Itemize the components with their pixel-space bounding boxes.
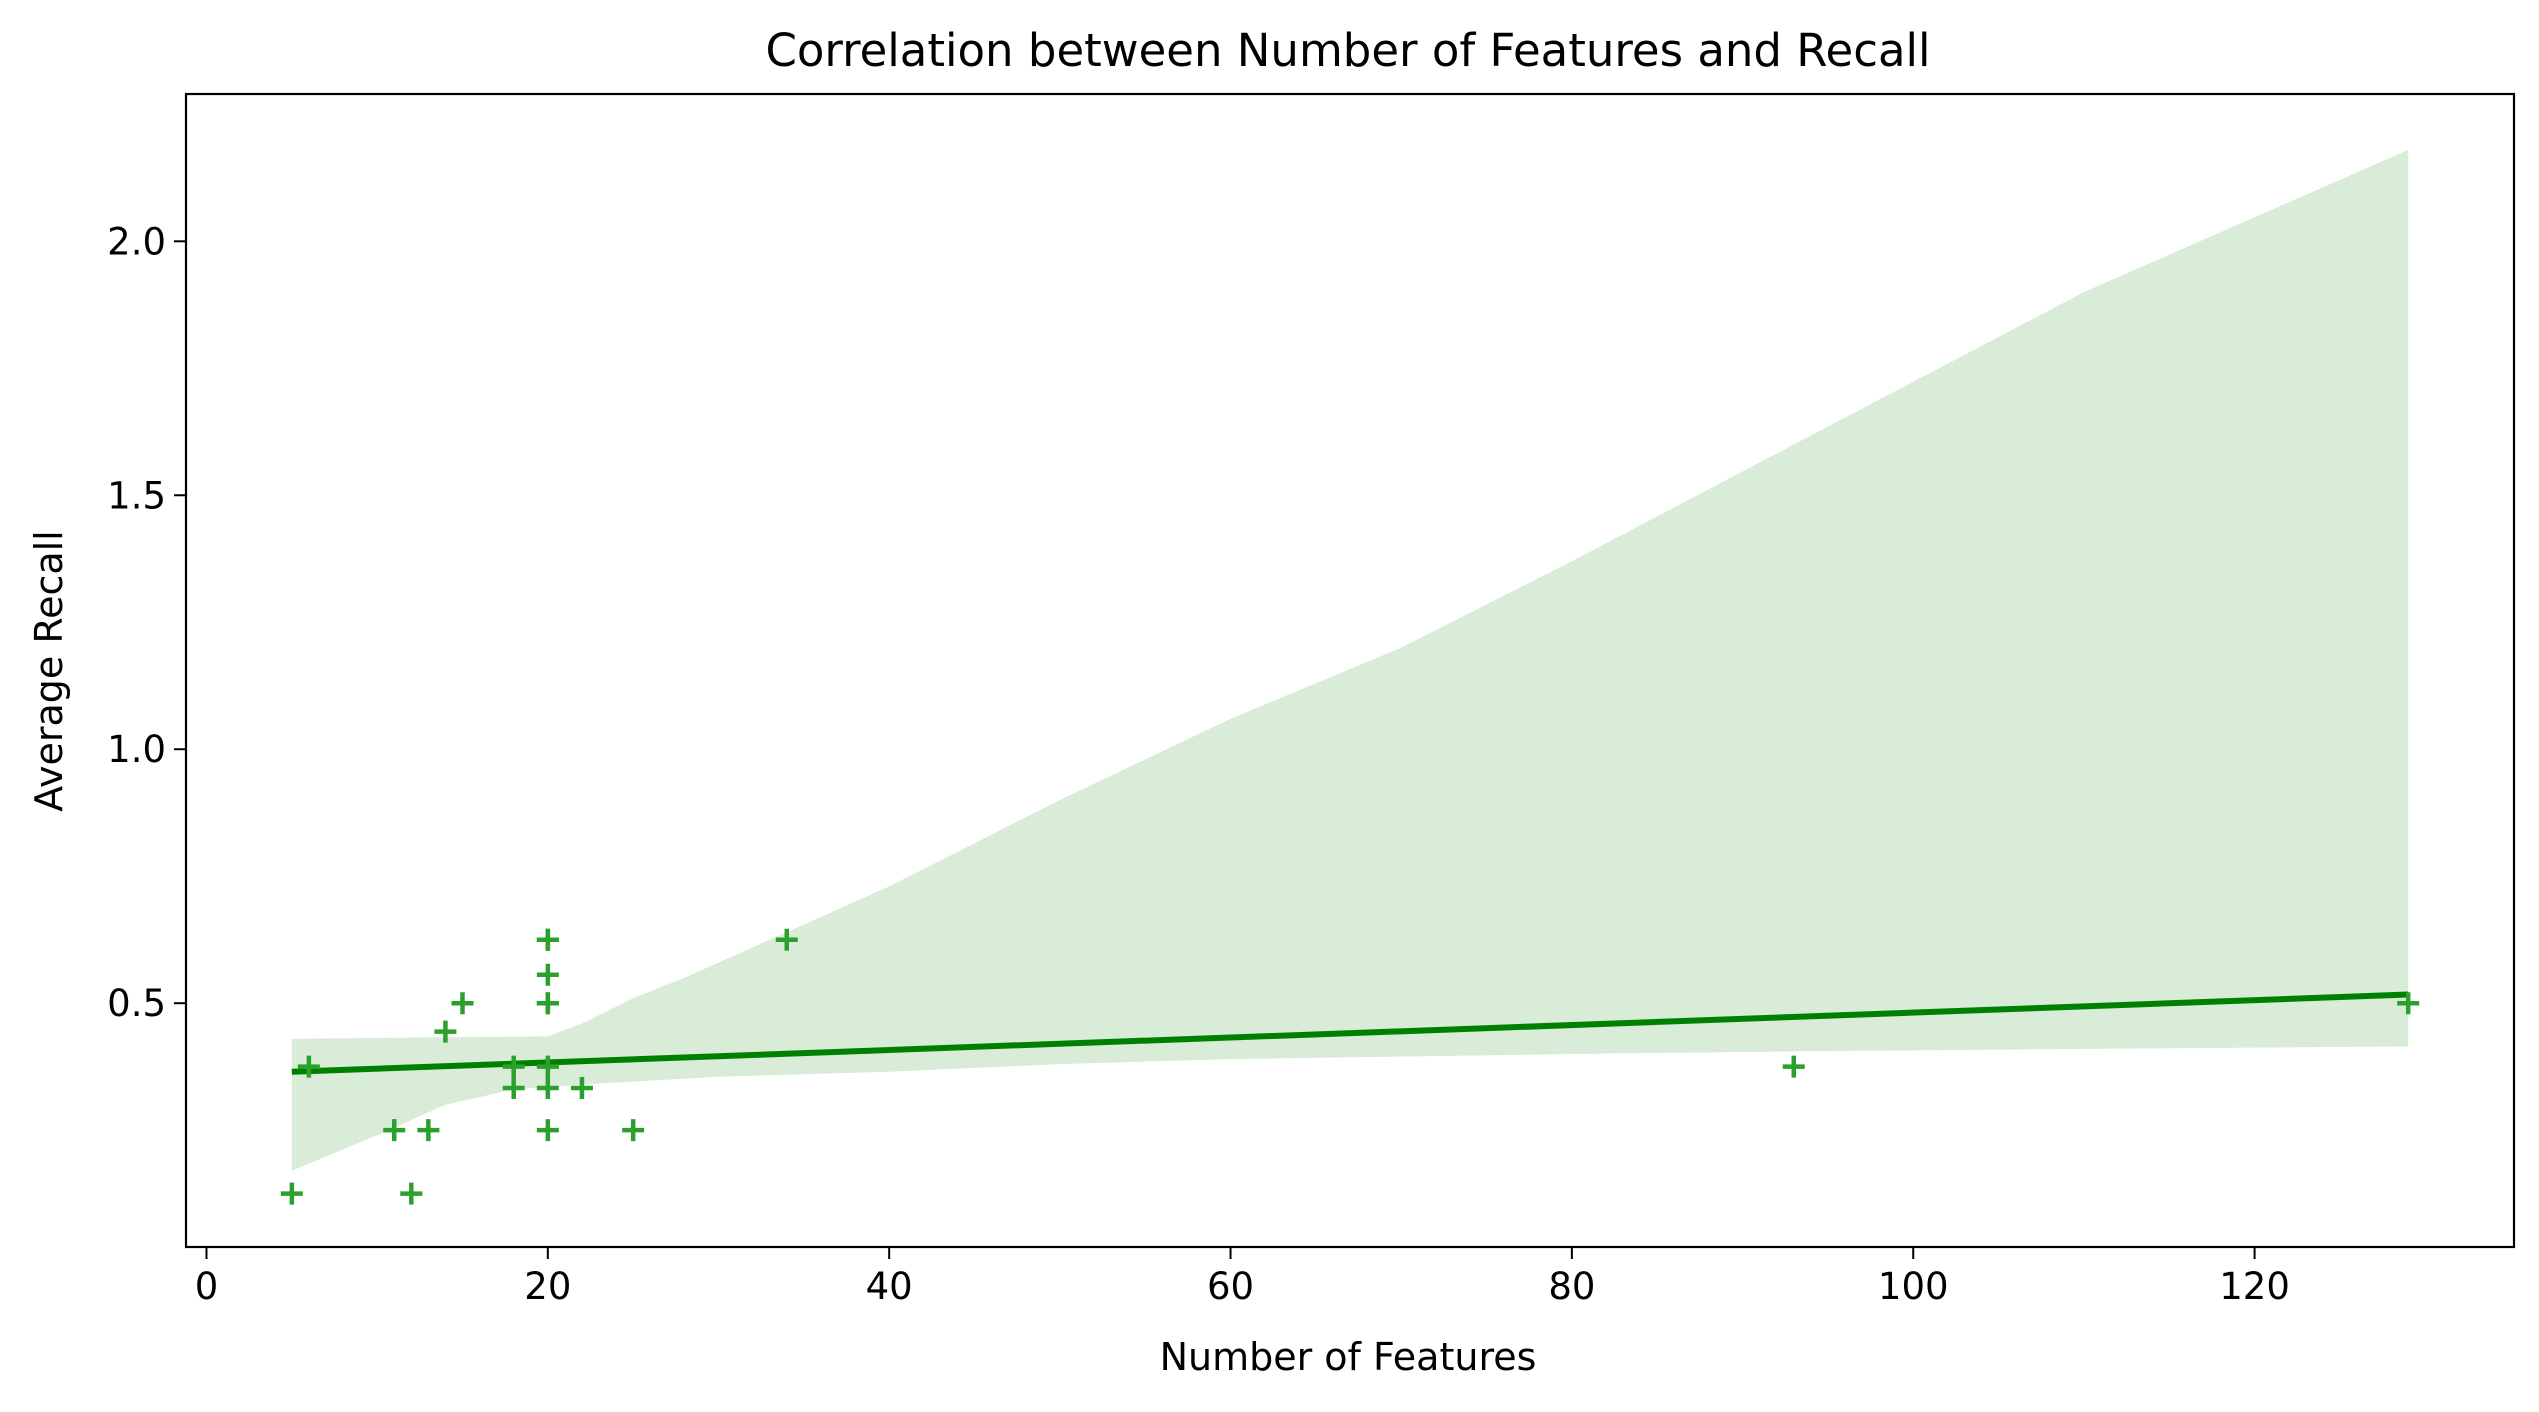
data-point: [280, 1182, 303, 1205]
data-point: [451, 992, 474, 1015]
data-point: [434, 1020, 457, 1043]
data-point: [297, 1055, 320, 1078]
data-point: [383, 1119, 406, 1142]
y-tick-label: 1.0: [107, 728, 166, 771]
data-point: [502, 1055, 525, 1078]
confidence-band: [291, 149, 2409, 1171]
data-point: [2397, 992, 2420, 1015]
data-point: [400, 1182, 423, 1205]
x-tick-label: 60: [1207, 1265, 1254, 1308]
data-point: [536, 1055, 559, 1078]
x-tick-label: 40: [866, 1265, 913, 1308]
y-axis: 0.5 1.0 1.5 2.0: [107, 220, 186, 1025]
regression-line: [291, 991, 2409, 1075]
x-tick-label: 100: [1878, 1265, 1949, 1308]
plot-area: [280, 149, 2420, 1205]
x-tick-label: 20: [524, 1265, 571, 1308]
x-tick-label: 80: [1548, 1265, 1595, 1308]
data-point: [570, 1077, 593, 1100]
data-point: [417, 1119, 440, 1142]
data-point: [622, 1119, 645, 1142]
y-tick-label: 1.5: [107, 474, 166, 517]
x-axis: 0 20 40 60 80 100 120: [195, 1247, 2290, 1308]
data-point: [536, 1077, 559, 1100]
y-tick-label: 0.5: [107, 982, 166, 1025]
plot-frame: [184, 92, 2516, 1249]
x-axis-label: Number of Features: [1160, 1335, 1537, 1379]
data-point: [536, 928, 559, 951]
data-point: [536, 963, 559, 986]
chart-title: Correlation between Number of Features a…: [765, 24, 1930, 77]
y-tick-label: 2.0: [107, 220, 166, 263]
data-point: [536, 992, 559, 1015]
y-axis-label: Average Recall: [27, 530, 71, 812]
data-point: [775, 928, 798, 951]
data-point: [502, 1077, 525, 1100]
x-tick-label: 0: [195, 1265, 219, 1308]
x-tick-label: 120: [2219, 1265, 2290, 1308]
data-point: [536, 1119, 559, 1142]
data-point: [1782, 1055, 1805, 1078]
